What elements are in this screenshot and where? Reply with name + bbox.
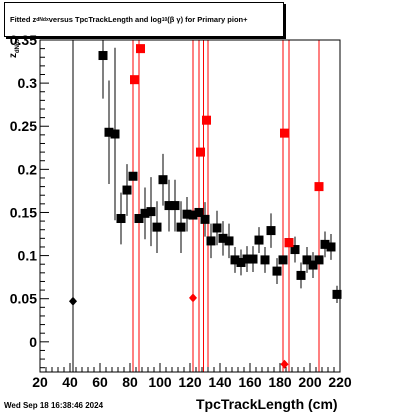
- x-axis-label: TpcTrackLength (cm): [196, 396, 338, 412]
- data-point-square: [332, 289, 342, 299]
- y-tick-label: 0: [29, 334, 37, 350]
- x-tick-label: 220: [328, 374, 352, 390]
- x-tick-label: 120: [178, 374, 202, 390]
- y-tick-label: 0.05: [10, 291, 37, 307]
- data-point-square: [194, 207, 204, 217]
- data-point-diamond: [280, 359, 289, 369]
- data-point-square: [182, 209, 192, 219]
- x-tick-label: 20: [32, 374, 48, 390]
- data-point-square: [188, 210, 198, 220]
- x-tick-label: 160: [238, 374, 262, 390]
- x-tick-label: 180: [268, 374, 292, 390]
- data-point-square: [248, 254, 258, 264]
- data-point-square: [278, 255, 288, 265]
- chart-title-part1: Fitted z: [10, 15, 37, 24]
- data-point-square: [284, 238, 294, 248]
- data-point-square: [260, 255, 270, 265]
- data-point-square: [280, 128, 289, 138]
- data-point-square: [140, 208, 150, 218]
- y-tick-label: 0.3: [18, 75, 38, 91]
- data-point-square: [302, 255, 312, 265]
- data-point-square: [196, 147, 205, 157]
- data-point-square: [170, 201, 180, 211]
- data-point-square: [158, 175, 168, 185]
- data-point-square: [116, 214, 126, 224]
- data-point-square: [230, 255, 240, 265]
- data-point-square: [254, 235, 264, 245]
- data-point-square: [326, 242, 336, 252]
- data-point-square: [200, 214, 210, 224]
- y-axis-label-sub: dNdx: [15, 38, 21, 53]
- chart-title-box: Fitted z dNdx versus TpcTrackLength and l…: [4, 2, 284, 37]
- x-axis-ticks: 20 40 60 80 100 120 140 160 180 200 220: [32, 363, 352, 390]
- data-point-square: [218, 233, 228, 243]
- data-point-square: [314, 182, 324, 192]
- y-tick-label: 0.35: [10, 32, 37, 48]
- data-point-square: [134, 214, 144, 224]
- chart-title-sub2: 10: [161, 16, 168, 23]
- chart-title-part2: versus TpcTrackLength and log: [48, 15, 162, 24]
- y-axis-ticks: 0 0.05 0.1 0.15 0.2 0.25 0.3 0.35: [10, 32, 49, 369]
- x-tick-label: 200: [298, 374, 322, 390]
- data-point-square: [212, 223, 222, 233]
- x-tick-label: 80: [122, 374, 138, 390]
- x-tick-label: 100: [148, 374, 172, 390]
- error-bars-layer: [72, 40, 338, 372]
- data-point-square: [128, 171, 138, 181]
- chart-title-part3: (β γ) for Primary pion+: [167, 15, 248, 24]
- data-point-square: [152, 222, 162, 232]
- x-tick-label: 140: [208, 374, 232, 390]
- data-point-square: [202, 115, 211, 125]
- y-axis-label-main: z: [8, 53, 19, 58]
- data-point-square: [176, 222, 186, 232]
- data-point-diamond: [189, 293, 197, 303]
- data-point-square: [206, 236, 216, 246]
- data-point-square: [272, 266, 282, 276]
- data-point-square: [146, 207, 156, 217]
- chart-title-sub1: dNdx: [36, 16, 49, 23]
- markers-layer: [69, 44, 342, 369]
- y-tick-label: 0.2: [18, 161, 38, 177]
- data-point-square: [320, 239, 330, 249]
- data-point-square: [130, 75, 139, 85]
- data-point-square: [136, 44, 145, 54]
- data-point-square: [314, 255, 324, 265]
- data-point-diamond: [69, 296, 77, 306]
- data-point-square: [110, 129, 120, 139]
- plot-frame: [39, 39, 341, 373]
- x-tick-label: 60: [92, 374, 108, 390]
- data-point-square: [224, 236, 234, 246]
- data-point-square: [164, 201, 174, 211]
- data-point-square: [308, 260, 318, 270]
- data-point-square: [266, 226, 276, 236]
- data-point-square: [242, 254, 252, 264]
- y-tick-label: 0.15: [10, 204, 37, 220]
- y-axis-label: zdNdx: [8, 38, 21, 58]
- timestamp: Wed Sep 18 16:38:46 2024: [4, 401, 104, 410]
- data-point-square: [104, 127, 114, 137]
- x-tick-label: 40: [62, 374, 78, 390]
- data-point-square: [296, 270, 306, 280]
- y-tick-label: 0.25: [10, 118, 37, 134]
- data-point-square: [236, 257, 246, 267]
- data-point-square: [290, 245, 300, 255]
- data-point-square: [98, 51, 108, 61]
- y-tick-label: 0.1: [18, 248, 38, 264]
- data-point-square: [122, 185, 132, 195]
